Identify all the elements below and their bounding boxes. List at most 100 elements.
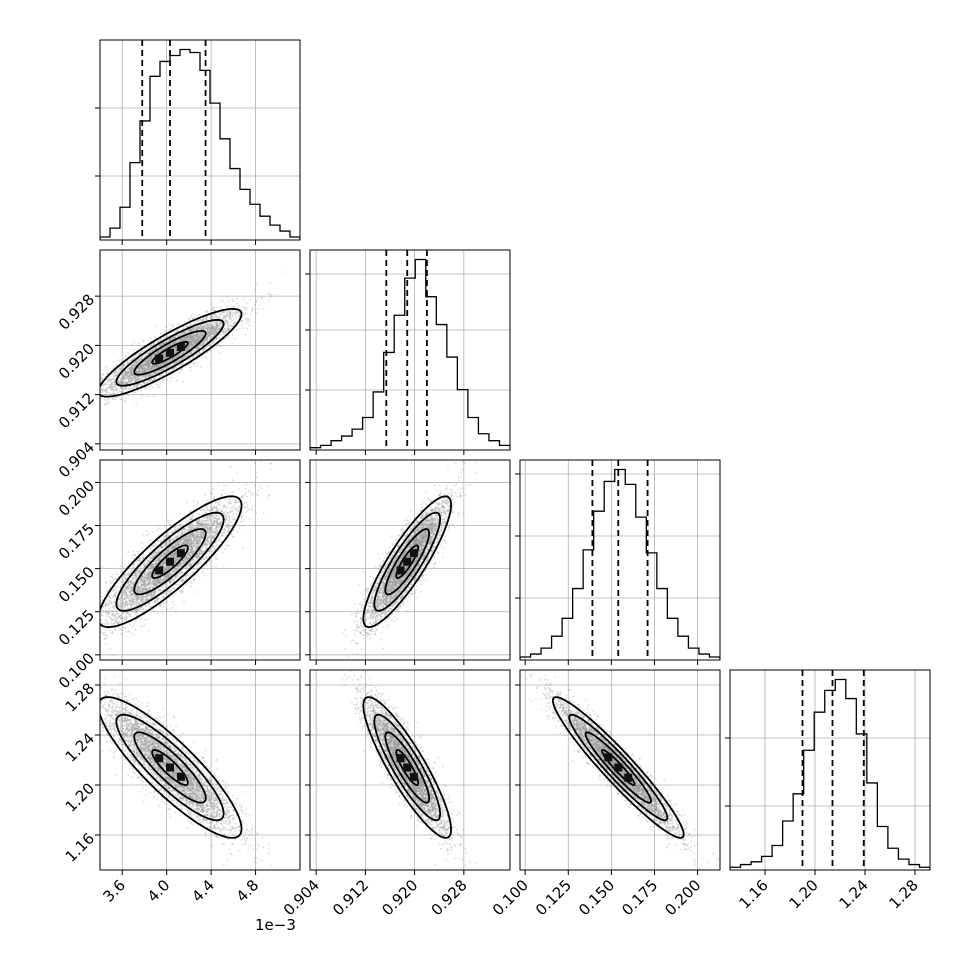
scatter-point xyxy=(223,316,226,318)
scatter-point xyxy=(197,336,200,339)
scatter-point xyxy=(108,402,110,405)
scatter-point xyxy=(184,331,187,334)
scatter-point xyxy=(216,330,219,333)
scatter-point xyxy=(92,383,94,385)
scatter-point xyxy=(207,324,210,327)
scatter-point xyxy=(150,366,153,368)
scatter-point xyxy=(144,362,146,365)
scatter-point xyxy=(205,337,207,340)
scatter-point xyxy=(141,378,143,380)
scatter-point xyxy=(170,343,173,346)
scatter-point xyxy=(142,371,145,373)
scatter-point xyxy=(205,328,208,330)
scatter-point xyxy=(199,334,202,337)
scatter-point xyxy=(163,355,166,358)
scatter-point xyxy=(144,363,147,366)
scatter-point xyxy=(115,369,118,372)
scatter-point xyxy=(112,389,114,392)
scatter-point xyxy=(159,384,161,387)
scatter-point xyxy=(190,341,193,344)
scatter-point xyxy=(113,375,115,378)
scatter-point xyxy=(199,336,202,338)
scatter-point xyxy=(130,381,133,383)
scatter-point xyxy=(136,377,139,379)
scatter-point xyxy=(152,364,155,367)
scatter-point xyxy=(192,335,195,338)
scatter-point xyxy=(106,387,108,389)
scatter-point xyxy=(172,342,175,344)
scatter-point xyxy=(189,345,192,347)
scatter-point xyxy=(191,336,194,338)
scatter-point xyxy=(114,370,117,373)
scatter-point xyxy=(196,320,199,323)
scatter-point xyxy=(194,339,197,342)
scatter-point xyxy=(121,383,124,385)
scatter-point xyxy=(186,349,189,351)
scatter-point xyxy=(165,330,168,333)
scatter-point xyxy=(93,414,95,416)
scatter-point xyxy=(122,374,125,377)
scatter-point xyxy=(163,352,166,355)
scatter-point xyxy=(232,324,235,327)
scatter-point xyxy=(164,356,166,359)
scatter-point xyxy=(212,333,215,336)
scatter-point xyxy=(123,378,125,380)
scatter-point xyxy=(148,352,150,355)
scatter-point xyxy=(195,334,198,336)
scatter-point xyxy=(234,320,237,323)
scatter-point xyxy=(195,349,197,352)
scatter-point xyxy=(225,319,228,321)
scatter-point xyxy=(105,381,108,384)
scatter-point xyxy=(132,387,134,389)
scatter-point xyxy=(119,381,122,384)
scatter-point xyxy=(121,351,123,354)
scatter-point xyxy=(212,341,215,344)
scatter-point xyxy=(203,317,206,319)
scatter-point xyxy=(138,378,141,381)
scatter-point xyxy=(182,357,185,360)
scatter-point xyxy=(225,316,228,319)
scatter-point xyxy=(195,327,198,330)
scatter-point xyxy=(163,354,165,357)
scatter-point xyxy=(202,327,205,330)
scatter-point xyxy=(226,320,229,323)
scatter-point xyxy=(146,362,149,365)
scatter-point xyxy=(209,315,212,317)
scatter-point xyxy=(186,348,189,351)
scatter-point xyxy=(210,327,213,329)
scatter-point xyxy=(229,316,231,319)
scatter-point xyxy=(215,328,218,330)
scatter-point xyxy=(254,303,256,306)
scatter-point xyxy=(132,384,135,387)
scatter-point xyxy=(181,327,184,329)
scatter-point xyxy=(223,327,226,330)
scatter-point xyxy=(134,385,137,387)
scatter-point xyxy=(202,343,205,346)
scatter-point xyxy=(185,338,187,341)
scatter-point xyxy=(224,330,227,333)
scatter-point xyxy=(221,311,223,313)
scatter-point xyxy=(207,330,210,333)
scatter-point xyxy=(117,372,120,375)
scatter-point xyxy=(163,356,165,359)
scatter-point xyxy=(148,357,150,360)
scatter-point xyxy=(190,335,193,338)
scatter-point xyxy=(146,381,149,384)
scatter-point xyxy=(214,329,217,332)
scatter-point xyxy=(218,337,221,340)
scatter-point xyxy=(204,339,207,342)
scatter-point xyxy=(255,301,258,304)
scatter-point xyxy=(109,393,112,396)
scatter-point xyxy=(125,388,128,391)
scatter-point xyxy=(252,307,255,310)
scatter-point xyxy=(141,365,144,368)
scatter-point xyxy=(122,377,125,380)
scatter-point xyxy=(125,372,128,375)
scatter-point xyxy=(184,342,187,345)
scatter-point xyxy=(216,337,218,339)
scatter-point xyxy=(135,379,138,381)
scatter-point xyxy=(152,361,155,363)
scatter-point xyxy=(180,369,183,372)
scatter-point xyxy=(112,367,115,370)
